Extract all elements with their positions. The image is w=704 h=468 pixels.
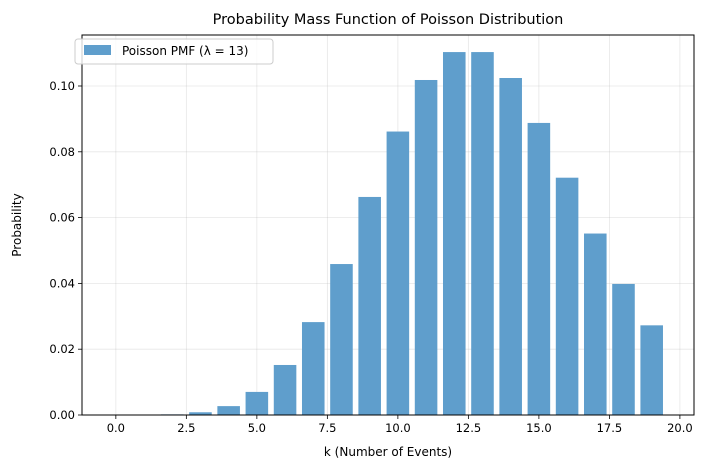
bar-k-11 (414, 79, 438, 416)
x-tick-label: 2.5 (177, 421, 195, 435)
bar-k-4 (217, 406, 240, 415)
bar-k-14 (499, 77, 522, 415)
y-axis-label: Probability (10, 193, 24, 256)
y-tick-label: 0.06 (49, 211, 75, 225)
plot-frame (81, 34, 695, 416)
bar-k-5 (245, 391, 269, 415)
bar-k-13 (471, 52, 494, 416)
y-axis-ticks: 0.00 0.02 0.04 0.06 0.08 0.10 (49, 79, 82, 422)
legend-swatch (84, 45, 111, 55)
y-tick-label: 0.08 (49, 145, 75, 159)
y-tick-label: 0.02 (49, 342, 75, 356)
x-axis-label: k (Number of Events) (324, 445, 452, 459)
y-tick-label: 0.00 (49, 408, 75, 422)
bar-k-16 (555, 177, 579, 415)
legend: Poisson PMF (λ = 13) (74, 38, 274, 65)
x-tick-label: 7.5 (318, 421, 336, 435)
x-tick-label: 15.0 (526, 421, 552, 435)
x-tick-label: 12.5 (456, 421, 482, 435)
bar-k-15 (527, 122, 551, 415)
bars (104, 52, 663, 416)
y-tick-label: 0.04 (49, 276, 75, 290)
bar-k-17 (584, 233, 607, 415)
legend-label: Poisson PMF (λ = 13) (122, 44, 248, 58)
bar-k-12 (442, 52, 466, 416)
bar-k-18 (612, 283, 635, 415)
chart-title: Probability Mass Function of Poisson Dis… (213, 12, 564, 28)
x-tick-label: 10.0 (385, 421, 411, 435)
x-tick-label: 5.0 (248, 421, 266, 435)
bar-k-19 (640, 325, 663, 415)
bar-k-10 (386, 131, 410, 415)
legend-box (74, 38, 274, 65)
bar-k-7 (301, 322, 325, 415)
x-tick-label: 17.5 (597, 421, 623, 435)
bar-k-3 (189, 412, 212, 415)
bar-k-8 (330, 264, 353, 415)
x-axis-ticks: 0.0 2.5 5.0 7.5 10.0 12.5 15.0 17.5 20.0 (107, 415, 693, 435)
bar-k-9 (358, 196, 381, 415)
x-tick-label: 0.0 (107, 421, 125, 435)
y-tick-label: 0.10 (49, 79, 75, 93)
x-tick-label: 20.0 (667, 421, 693, 435)
bar-k-6 (273, 364, 297, 415)
